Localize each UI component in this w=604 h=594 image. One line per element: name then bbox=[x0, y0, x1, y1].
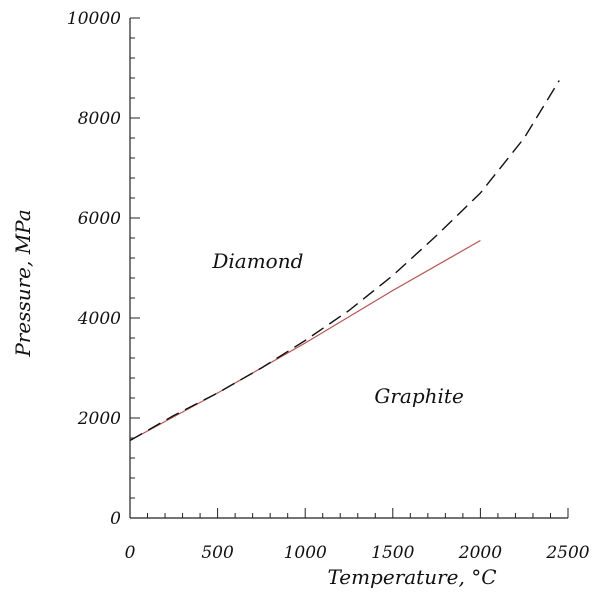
axis-ticks bbox=[129, 17, 569, 519]
y-tick-label: 4000 bbox=[77, 309, 121, 329]
y-tick-label: 8000 bbox=[78, 109, 121, 129]
x-axis-title: Temperature, °C bbox=[327, 565, 496, 589]
phase-boundary-dashed-line bbox=[129, 80, 560, 442]
y-tick-label: 0 bbox=[110, 509, 121, 529]
x-tick-label: 0 bbox=[125, 543, 136, 563]
x-tick-label: 2000 bbox=[458, 543, 502, 563]
x-tick-label: 2500 bbox=[545, 543, 589, 563]
phase-boundary-solid-line bbox=[129, 239, 481, 442]
x-tick-label: 1500 bbox=[371, 543, 414, 563]
y-tick-label: 6000 bbox=[78, 209, 121, 229]
y-tick-label: 10000 bbox=[67, 9, 121, 29]
series-lines bbox=[129, 80, 560, 442]
x-tick-label: 1000 bbox=[284, 543, 327, 563]
y-axis-title: Pressure, MPa bbox=[11, 209, 35, 357]
x-tick-label: 500 bbox=[201, 543, 234, 563]
region-label-diamond: Diamond bbox=[211, 249, 303, 273]
region-label-graphite: Graphite bbox=[374, 384, 463, 408]
y-tick-label: 2000 bbox=[77, 409, 121, 429]
chart-labels: 0 500 1000 1500 2000 2500 0 2000 4000 6000 8000 100… bbox=[11, 9, 590, 589]
axes bbox=[129, 18, 568, 519]
